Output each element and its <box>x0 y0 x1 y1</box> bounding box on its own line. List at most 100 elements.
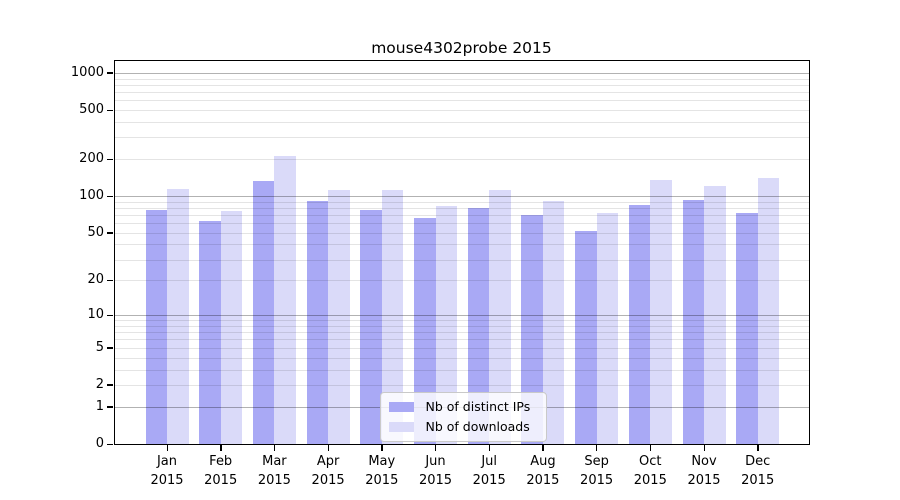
x-tick-year: 2015 <box>633 473 667 488</box>
bar-downloads-sep <box>596 212 619 444</box>
x-tick-month: Nov <box>691 454 717 469</box>
x-tick-month: Aug <box>530 454 556 469</box>
x-tick-year: 2015 <box>204 473 238 488</box>
y-tick-label: 10 <box>87 307 104 323</box>
x-tick-mark <box>166 445 168 451</box>
y-tick-mark <box>107 72 113 74</box>
y-tick-mark <box>107 406 113 408</box>
bar-downloads-dec <box>757 178 780 444</box>
x-tick-year: 2015 <box>580 473 614 488</box>
y-tick-label: 500 <box>79 102 104 118</box>
x-tick-month: Jul <box>481 454 498 469</box>
y-tick-mark <box>107 109 113 111</box>
y-tick-mark <box>107 158 113 160</box>
legend-item-distinct-ips: Nb of distinct IPs <box>388 399 537 415</box>
legend: Nb of distinct IPs Nb of downloads <box>379 392 547 442</box>
y-tick-mark <box>107 443 113 445</box>
x-tick-label-sep: Sep 2015 <box>564 452 630 490</box>
x-tick-label-feb: Feb 2015 <box>188 452 254 490</box>
bar-distinct-ips-mar <box>252 180 275 444</box>
bar-downloads-aug <box>542 200 565 444</box>
x-tick-year: 2015 <box>472 473 506 488</box>
x-tick-mark <box>703 445 705 451</box>
x-tick-month: Apr <box>316 454 340 469</box>
x-tick-label-dec: Dec 2015 <box>725 452 791 490</box>
x-tick-year: 2015 <box>687 473 721 488</box>
legend-label-distinct-ips: Nb of distinct IPs <box>425 399 531 414</box>
x-tick-year: 2015 <box>365 473 399 488</box>
legend-item-downloads: Nb of downloads <box>388 419 537 435</box>
bar-distinct-ips-jun <box>414 218 436 444</box>
x-tick-year: 2015 <box>418 473 453 488</box>
bar-downloads-may <box>381 189 404 444</box>
x-tick-mark <box>273 445 276 451</box>
x-tick-month: Oct <box>639 454 662 469</box>
x-tick-label-jan: Jan 2015 <box>134 452 200 490</box>
y-tick-label: 50 <box>87 224 104 240</box>
y-tick-mark <box>107 279 113 282</box>
x-tick-month: Feb <box>209 454 233 469</box>
x-tick-mark <box>381 445 383 451</box>
x-tick-month: Jan <box>156 454 178 469</box>
bar-distinct-ips-jan <box>145 209 167 444</box>
y-tick-label: 1 <box>95 398 104 414</box>
x-tick-label-oct: Oct 2015 <box>617 452 683 490</box>
x-tick-label-apr: Apr 2015 <box>295 452 361 490</box>
x-tick-mark <box>327 445 329 451</box>
x-tick-label-may: May 2015 <box>349 452 415 490</box>
bar-downloads-jul <box>489 190 511 444</box>
x-tick-label-jul: Jul 2015 <box>456 452 522 490</box>
x-tick-mark <box>649 445 652 451</box>
x-tick-year: 2015 <box>150 473 184 488</box>
bar-distinct-ips-nov <box>682 199 704 444</box>
bar-downloads-jun <box>435 205 457 444</box>
x-tick-label-aug: Aug 2015 <box>510 452 576 490</box>
legend-swatch-distinct-ips <box>388 401 414 413</box>
bar-distinct-ips-apr <box>306 200 329 444</box>
bar-distinct-ips-dec <box>736 212 758 444</box>
plot-area: Nb of distinct IPs Nb of downloads <box>113 60 810 445</box>
bar-downloads-feb <box>220 210 243 444</box>
y-tick-label: 2 <box>95 376 104 392</box>
x-tick-mark <box>757 445 759 451</box>
y-tick-mark <box>107 384 113 386</box>
bar-downloads-oct <box>650 180 672 444</box>
bar-downloads-jan <box>167 189 189 444</box>
x-tick-mark <box>220 445 222 451</box>
bars-layer <box>115 61 810 444</box>
bar-distinct-ips-sep <box>575 230 597 444</box>
x-tick-year: 2015 <box>257 473 291 488</box>
y-tick-label: 20 <box>87 272 104 288</box>
bar-distinct-ips-feb <box>199 220 221 444</box>
bar-downloads-nov <box>704 185 726 444</box>
y-tick-mark <box>107 232 113 234</box>
x-tick-label-nov: Nov 2015 <box>671 452 737 490</box>
x-tick-label-mar: Mar 2015 <box>241 452 307 490</box>
x-tick-month: Dec <box>745 454 771 469</box>
bar-downloads-apr <box>328 190 350 444</box>
chart-title: mouse4302probe 2015 <box>371 39 552 57</box>
bar-downloads-mar <box>274 156 296 444</box>
x-tick-month: May <box>368 454 396 469</box>
x-tick-month: Jun <box>425 454 446 469</box>
bar-distinct-ips-may <box>360 209 382 444</box>
y-tick-label: 5 <box>95 339 104 355</box>
x-tick-mark <box>435 445 437 451</box>
legend-label-downloads: Nb of downloads <box>425 419 530 434</box>
x-tick-year: 2015 <box>311 473 345 488</box>
x-tick-label-jun: Jun 2015 <box>403 452 469 490</box>
bar-distinct-ips-aug <box>521 215 543 444</box>
y-tick-label: 0 <box>95 436 104 451</box>
y-tick-label: 1000 <box>70 64 104 80</box>
x-tick-month: Mar <box>262 454 287 469</box>
x-tick-mark <box>596 445 598 451</box>
y-tick-mark <box>107 314 113 317</box>
x-tick-year: 2015 <box>526 473 560 488</box>
y-tick-label: 100 <box>79 188 104 204</box>
x-tick-mark <box>542 445 544 451</box>
x-tick-mark <box>488 445 491 451</box>
x-tick-month: Sep <box>584 454 609 469</box>
y-tick-mark <box>107 195 113 197</box>
x-tick-year: 2015 <box>741 473 775 488</box>
